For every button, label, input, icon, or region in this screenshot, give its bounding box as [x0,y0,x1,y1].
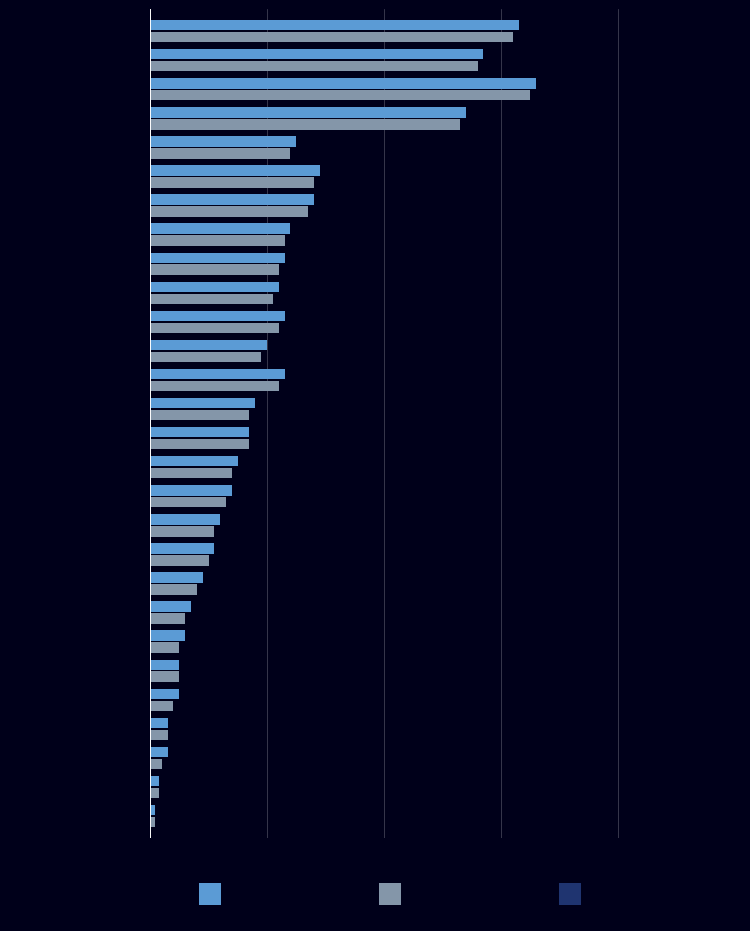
Bar [150,177,314,188]
Bar [150,544,214,554]
Bar [150,485,232,495]
Bar [150,166,320,176]
Bar [150,816,154,828]
Bar [150,195,314,205]
Bar [150,236,284,246]
Bar [150,352,261,362]
Bar [150,573,202,583]
Bar [150,671,179,681]
Bar [150,601,191,612]
Bar [150,311,284,321]
Bar [150,381,279,391]
Bar [150,730,167,740]
Bar [150,90,530,101]
Bar [150,340,267,350]
Bar [150,281,279,292]
Bar [150,293,273,304]
Bar [150,700,173,711]
Bar [150,49,484,60]
Bar [150,759,162,769]
Bar [150,223,290,234]
Bar [150,207,308,217]
Bar [150,148,290,158]
Bar [150,322,279,333]
Bar [150,630,185,641]
Bar [150,20,518,31]
Bar [150,468,232,479]
Bar [150,32,513,42]
Bar [150,252,284,263]
Bar [150,61,478,72]
Bar [150,398,255,409]
Bar [150,456,238,466]
Bar [150,497,226,507]
Bar [150,614,185,624]
Bar [150,136,296,147]
Bar [150,776,159,787]
Bar [150,718,167,728]
Bar [150,264,279,275]
Bar [150,410,250,420]
Bar [150,439,250,450]
Bar [150,689,179,699]
Bar [150,427,250,438]
Bar [150,78,536,88]
Bar [150,526,214,536]
Bar [150,805,154,816]
Bar [150,747,167,757]
Bar [150,369,284,379]
Bar [150,555,208,566]
Bar [150,107,466,117]
Bar [150,514,220,525]
Bar [150,119,460,129]
Bar [150,659,179,670]
Bar [150,788,159,798]
Bar [150,642,179,653]
Bar [150,585,196,595]
